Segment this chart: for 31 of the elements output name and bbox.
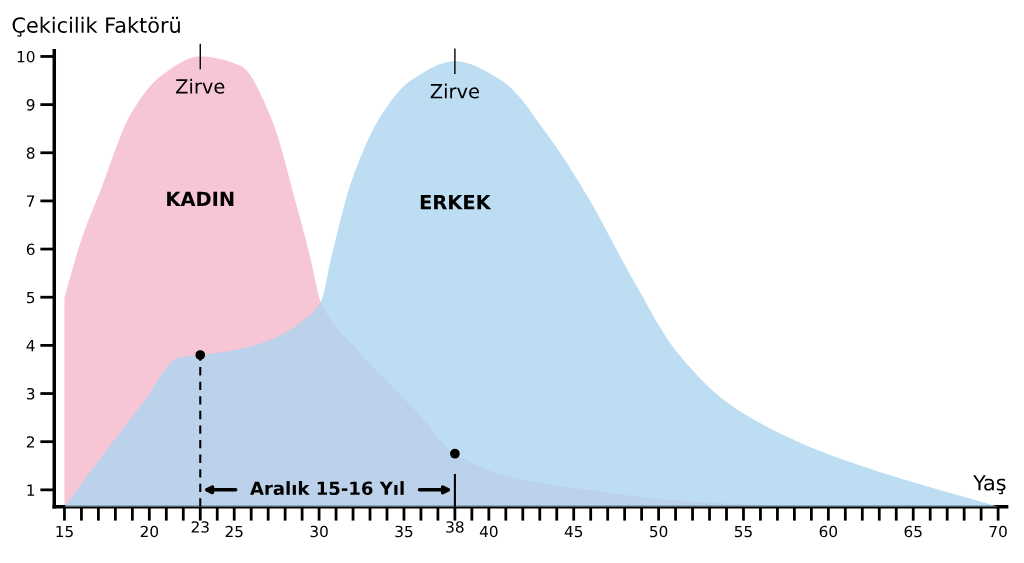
x-tick-label: 65 — [904, 525, 922, 538]
annotation: Zirve — [430, 83, 479, 99]
annotation: Aralık 15-16 Yıl — [250, 481, 404, 496]
y-tick-label: 9 — [26, 99, 35, 111]
x-tick-label: 30 — [310, 525, 328, 538]
y-tick-label: 5 — [26, 291, 35, 304]
x-tick-label: 60 — [819, 525, 838, 538]
annotation: Zirve — [176, 78, 225, 94]
x-tick-label: 50 — [650, 525, 668, 538]
x-tick-label: 45 — [564, 525, 583, 538]
series-label: ERKEK — [420, 194, 492, 210]
y-tick-label: 1 — [27, 484, 35, 496]
x-tick-label: 20 — [140, 525, 159, 538]
x-tick-label: 40 — [479, 525, 498, 538]
x-tick-label: 38 — [446, 521, 464, 533]
y-tick-label: 8 — [26, 147, 35, 159]
y-tick-label: 7 — [27, 195, 35, 207]
x-tick-label: 25 — [225, 525, 243, 538]
y-tick-label: 3 — [26, 388, 35, 400]
y-tick-label: 4 — [26, 340, 35, 352]
series-label: KADIN — [167, 191, 234, 206]
y-tick-label: 2 — [26, 436, 34, 448]
x-tick-label: 70 — [989, 525, 1007, 538]
y-axis-title: Çekicilik Faktörü — [12, 16, 180, 37]
x-tick-label: 23 — [191, 521, 209, 533]
x-axis-title: Yaş — [973, 475, 1006, 495]
x-tick-label: 55 — [734, 525, 752, 538]
x-tick-label: 15 — [56, 525, 73, 538]
y-tick-label: 10 — [17, 50, 35, 63]
y-tick-label: 6 — [26, 243, 35, 256]
x-tick-label: 35 — [395, 525, 413, 538]
